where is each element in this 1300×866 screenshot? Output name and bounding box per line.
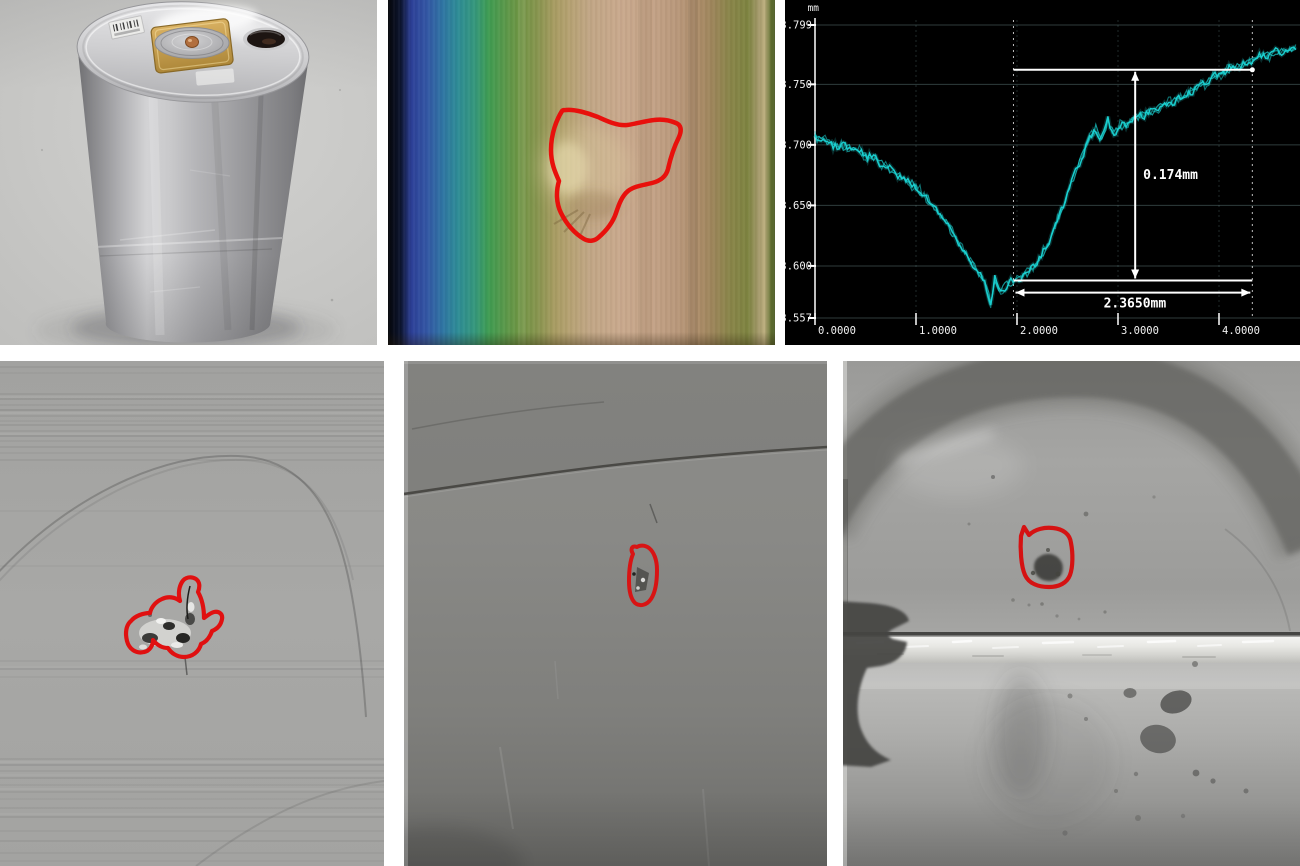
crack-line — [404, 445, 827, 496]
defect-outline — [548, 107, 683, 243]
y-tick-label: 3.650 — [785, 200, 812, 212]
defect-outline — [627, 543, 659, 608]
defect-interior — [632, 567, 649, 592]
panel-grayscale-inspection — [843, 361, 1300, 866]
grayscale-inspection-image — [843, 361, 1300, 866]
floor-fleck — [40, 148, 44, 152]
x-tick-label: 3.0000 — [1121, 325, 1159, 337]
radiograph-side-image — [404, 361, 827, 866]
y-tick-label: 3.750 — [785, 79, 812, 91]
bung-opening — [243, 27, 289, 51]
x-tick-label: 2.0000 — [1020, 325, 1058, 337]
y-axis-unit-label: mm — [808, 3, 820, 14]
surface-band — [688, 0, 698, 345]
edge-strip-top — [404, 361, 827, 364]
surface-band — [638, 0, 652, 345]
radiograph-slice-image — [0, 361, 384, 866]
disk-ring — [160, 30, 224, 56]
panel-depth-profile: mm 3.799 3.750 3.700 3.650 3.600 3.557 0.0000 1… — [785, 0, 1300, 345]
dark-arch — [843, 361, 1300, 561]
defect-outline — [123, 575, 225, 660]
radiograph-background — [404, 361, 827, 866]
radiograph-background — [0, 361, 384, 866]
seam-glow-below — [843, 663, 1300, 689]
seam-dark-line — [843, 632, 1300, 636]
height-map-image — [388, 0, 775, 345]
upper-shade — [404, 361, 827, 496]
bottom-shade — [843, 801, 1300, 866]
y-tick-label: 3.557 — [785, 313, 812, 325]
lid-label — [195, 68, 235, 86]
copper-highlight — [188, 39, 192, 42]
defect-interior — [139, 585, 195, 676]
y-tick-label: 3.799 — [785, 20, 812, 32]
x-tick-label: 4.0000 — [1222, 325, 1260, 337]
disk-ring-inner — [171, 33, 213, 51]
edge-strip — [404, 361, 408, 866]
smudges — [983, 673, 1113, 823]
bottom-shade — [388, 332, 775, 345]
y-tick-label: 3.700 — [785, 139, 812, 151]
disk-center-copper — [185, 36, 199, 48]
chart-axes: 3.799 3.750 3.700 3.650 3.600 3.557 0.0000 1.00… — [785, 18, 1260, 337]
x-tick-label: 0.0000 — [818, 325, 856, 337]
barcode-label — [108, 15, 145, 40]
measurement-annotations: 0.174mm 2.3650mm — [1013, 67, 1255, 312]
faint-upper-line — [411, 401, 605, 430]
faint-arc — [1224, 528, 1291, 632]
small-inclusions-upper — [967, 475, 1156, 621]
panel-radiograph-slice — [0, 361, 384, 866]
small-scratch — [649, 503, 658, 524]
panel-height-map — [388, 0, 775, 345]
surface-band — [518, 0, 526, 345]
profile-trace — [812, 44, 1298, 309]
floor-fleck — [338, 88, 342, 92]
crack-line-highlight — [404, 449, 827, 498]
floor-fleck — [330, 298, 334, 302]
width-measurement-label: 2.3650mm — [1104, 297, 1167, 312]
left-dark-strip — [843, 479, 848, 603]
faint-ring-artifact — [0, 454, 384, 866]
bright-streak — [896, 428, 995, 466]
x-tick-label: 1.0000 — [919, 325, 957, 337]
scan-line-artifacts — [0, 366, 384, 862]
canister-photo-image — [0, 0, 377, 345]
defect-outline — [1018, 524, 1075, 590]
depth-measurement-label: 0.174mm — [1143, 168, 1198, 183]
corner-shade — [404, 826, 524, 866]
panel-radiograph-side — [404, 361, 827, 866]
probe-silhouette — [843, 601, 909, 767]
panel-canister-photo — [0, 0, 377, 345]
y-tick-label: 3.600 — [785, 260, 812, 272]
depth-profile-chart: mm 3.799 3.750 3.700 3.650 3.600 3.557 0.0000 1… — [785, 3, 1300, 337]
defect-interior — [1030, 548, 1063, 582]
